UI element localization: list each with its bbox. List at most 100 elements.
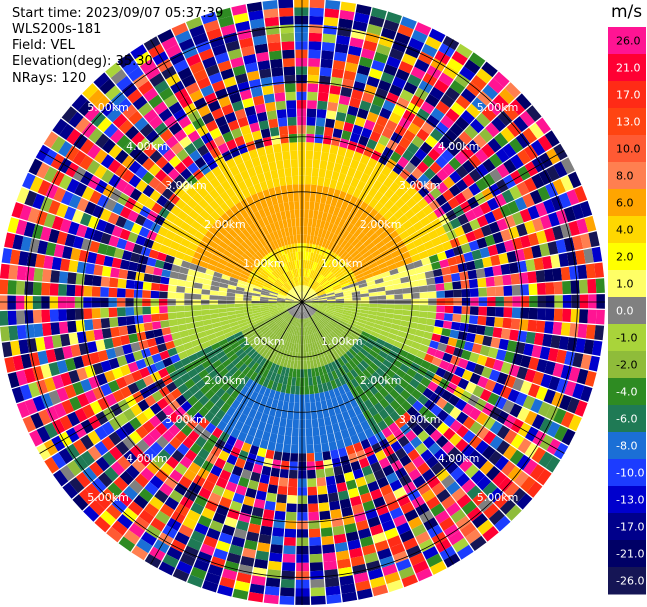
velocity-gate xyxy=(469,435,483,449)
velocity-gate xyxy=(296,562,310,572)
velocity-gate xyxy=(193,69,208,82)
velocity-gate xyxy=(360,293,370,298)
velocity-gate xyxy=(35,337,46,352)
velocity-gate xyxy=(347,140,358,151)
velocity-gate xyxy=(441,266,451,276)
velocity-gate xyxy=(101,138,116,154)
velocity-gate xyxy=(528,307,538,320)
velocity-gate xyxy=(37,179,51,196)
velocity-gate xyxy=(270,467,280,478)
velocity-gate xyxy=(414,148,428,161)
velocity-gate xyxy=(184,311,194,318)
velocity-gate xyxy=(348,318,358,325)
velocity-gate xyxy=(327,261,335,270)
velocity-gate xyxy=(165,73,181,87)
velocity-gate xyxy=(320,256,326,265)
velocity-gate xyxy=(469,372,481,385)
velocity-gate xyxy=(426,247,437,257)
velocity-gate xyxy=(383,491,397,504)
velocity-gate xyxy=(459,66,476,81)
velocity-gate xyxy=(495,349,507,361)
velocity-gate xyxy=(148,94,163,109)
velocity-gate xyxy=(155,510,171,525)
velocity-gate xyxy=(0,279,9,295)
velocity-gate xyxy=(87,215,100,229)
velocity-gate xyxy=(399,423,412,436)
velocity-gate xyxy=(262,313,271,319)
velocity-gate xyxy=(353,442,364,453)
velocity-gate xyxy=(235,484,247,496)
velocity-gate xyxy=(498,338,509,351)
velocity-gate xyxy=(306,142,314,151)
velocity-gate xyxy=(472,205,484,218)
velocity-gate xyxy=(340,455,350,466)
velocity-gate xyxy=(251,295,261,299)
velocity-gate xyxy=(394,304,403,310)
velocity-gate xyxy=(183,102,197,116)
velocity-gate xyxy=(575,249,586,265)
velocity-gate xyxy=(162,430,175,443)
range-rings xyxy=(0,0,605,605)
velocity-gate xyxy=(173,108,187,122)
velocity-gate xyxy=(220,320,230,326)
velocity-gate xyxy=(405,174,418,186)
velocity-gate xyxy=(305,159,313,168)
velocity-gate xyxy=(373,469,386,481)
velocity-gate xyxy=(229,277,239,283)
velocity-gate xyxy=(175,344,186,354)
velocity-gate xyxy=(97,243,109,255)
velocity-gate xyxy=(350,460,361,472)
velocity-gate xyxy=(138,226,150,238)
velocity-gate xyxy=(165,230,176,241)
velocity-gate xyxy=(150,306,160,314)
velocity-gate xyxy=(588,355,600,372)
velocity-gate xyxy=(273,259,280,268)
velocity-gate xyxy=(487,347,499,359)
velocity-gate xyxy=(151,275,162,284)
velocity-gate xyxy=(234,293,244,298)
velocity-gate xyxy=(344,303,353,306)
velocity-gate xyxy=(72,494,89,511)
velocity-gate xyxy=(326,110,337,120)
velocity-gate xyxy=(473,258,484,270)
velocity-gate xyxy=(239,256,249,264)
velocity-gate xyxy=(7,217,20,234)
velocity-gate xyxy=(450,509,466,524)
velocity-gate xyxy=(428,254,439,264)
velocity-gate xyxy=(337,237,345,247)
velocity-gate xyxy=(384,285,394,291)
velocity-gate xyxy=(351,291,361,296)
velocity-gate xyxy=(508,226,520,239)
velocity-gate xyxy=(334,327,343,335)
velocity-gate xyxy=(262,368,270,378)
velocity-gate xyxy=(543,198,556,214)
velocity-gate xyxy=(310,298,319,301)
velocity-gate xyxy=(393,314,403,320)
velocity-gate xyxy=(148,249,159,259)
velocity-gate xyxy=(50,322,60,335)
velocity-gate xyxy=(318,305,327,310)
velocity-gate xyxy=(180,192,192,204)
velocity-gate xyxy=(344,340,354,349)
velocity-gate xyxy=(108,174,122,188)
velocity-gate xyxy=(523,247,534,260)
velocity-gate xyxy=(271,135,281,145)
velocity-gate xyxy=(406,368,417,378)
velocity-gate xyxy=(143,36,161,51)
velocity-gate xyxy=(149,189,162,202)
velocity-gate xyxy=(162,261,173,271)
velocity-gate xyxy=(263,206,271,217)
velocity-gate xyxy=(292,368,297,378)
velocity-gate xyxy=(281,452,291,462)
velocity-gate xyxy=(560,175,574,192)
velocity-gate xyxy=(477,277,487,288)
velocity-gate xyxy=(503,296,513,307)
velocity-gate xyxy=(385,240,396,249)
velocity-gate xyxy=(254,165,264,176)
velocity-gate xyxy=(349,316,359,322)
velocity-gate xyxy=(321,347,328,357)
velocity-gate xyxy=(185,281,195,288)
velocity-gate xyxy=(368,198,379,209)
velocity-gate xyxy=(216,334,226,342)
velocity-gate xyxy=(470,470,486,485)
